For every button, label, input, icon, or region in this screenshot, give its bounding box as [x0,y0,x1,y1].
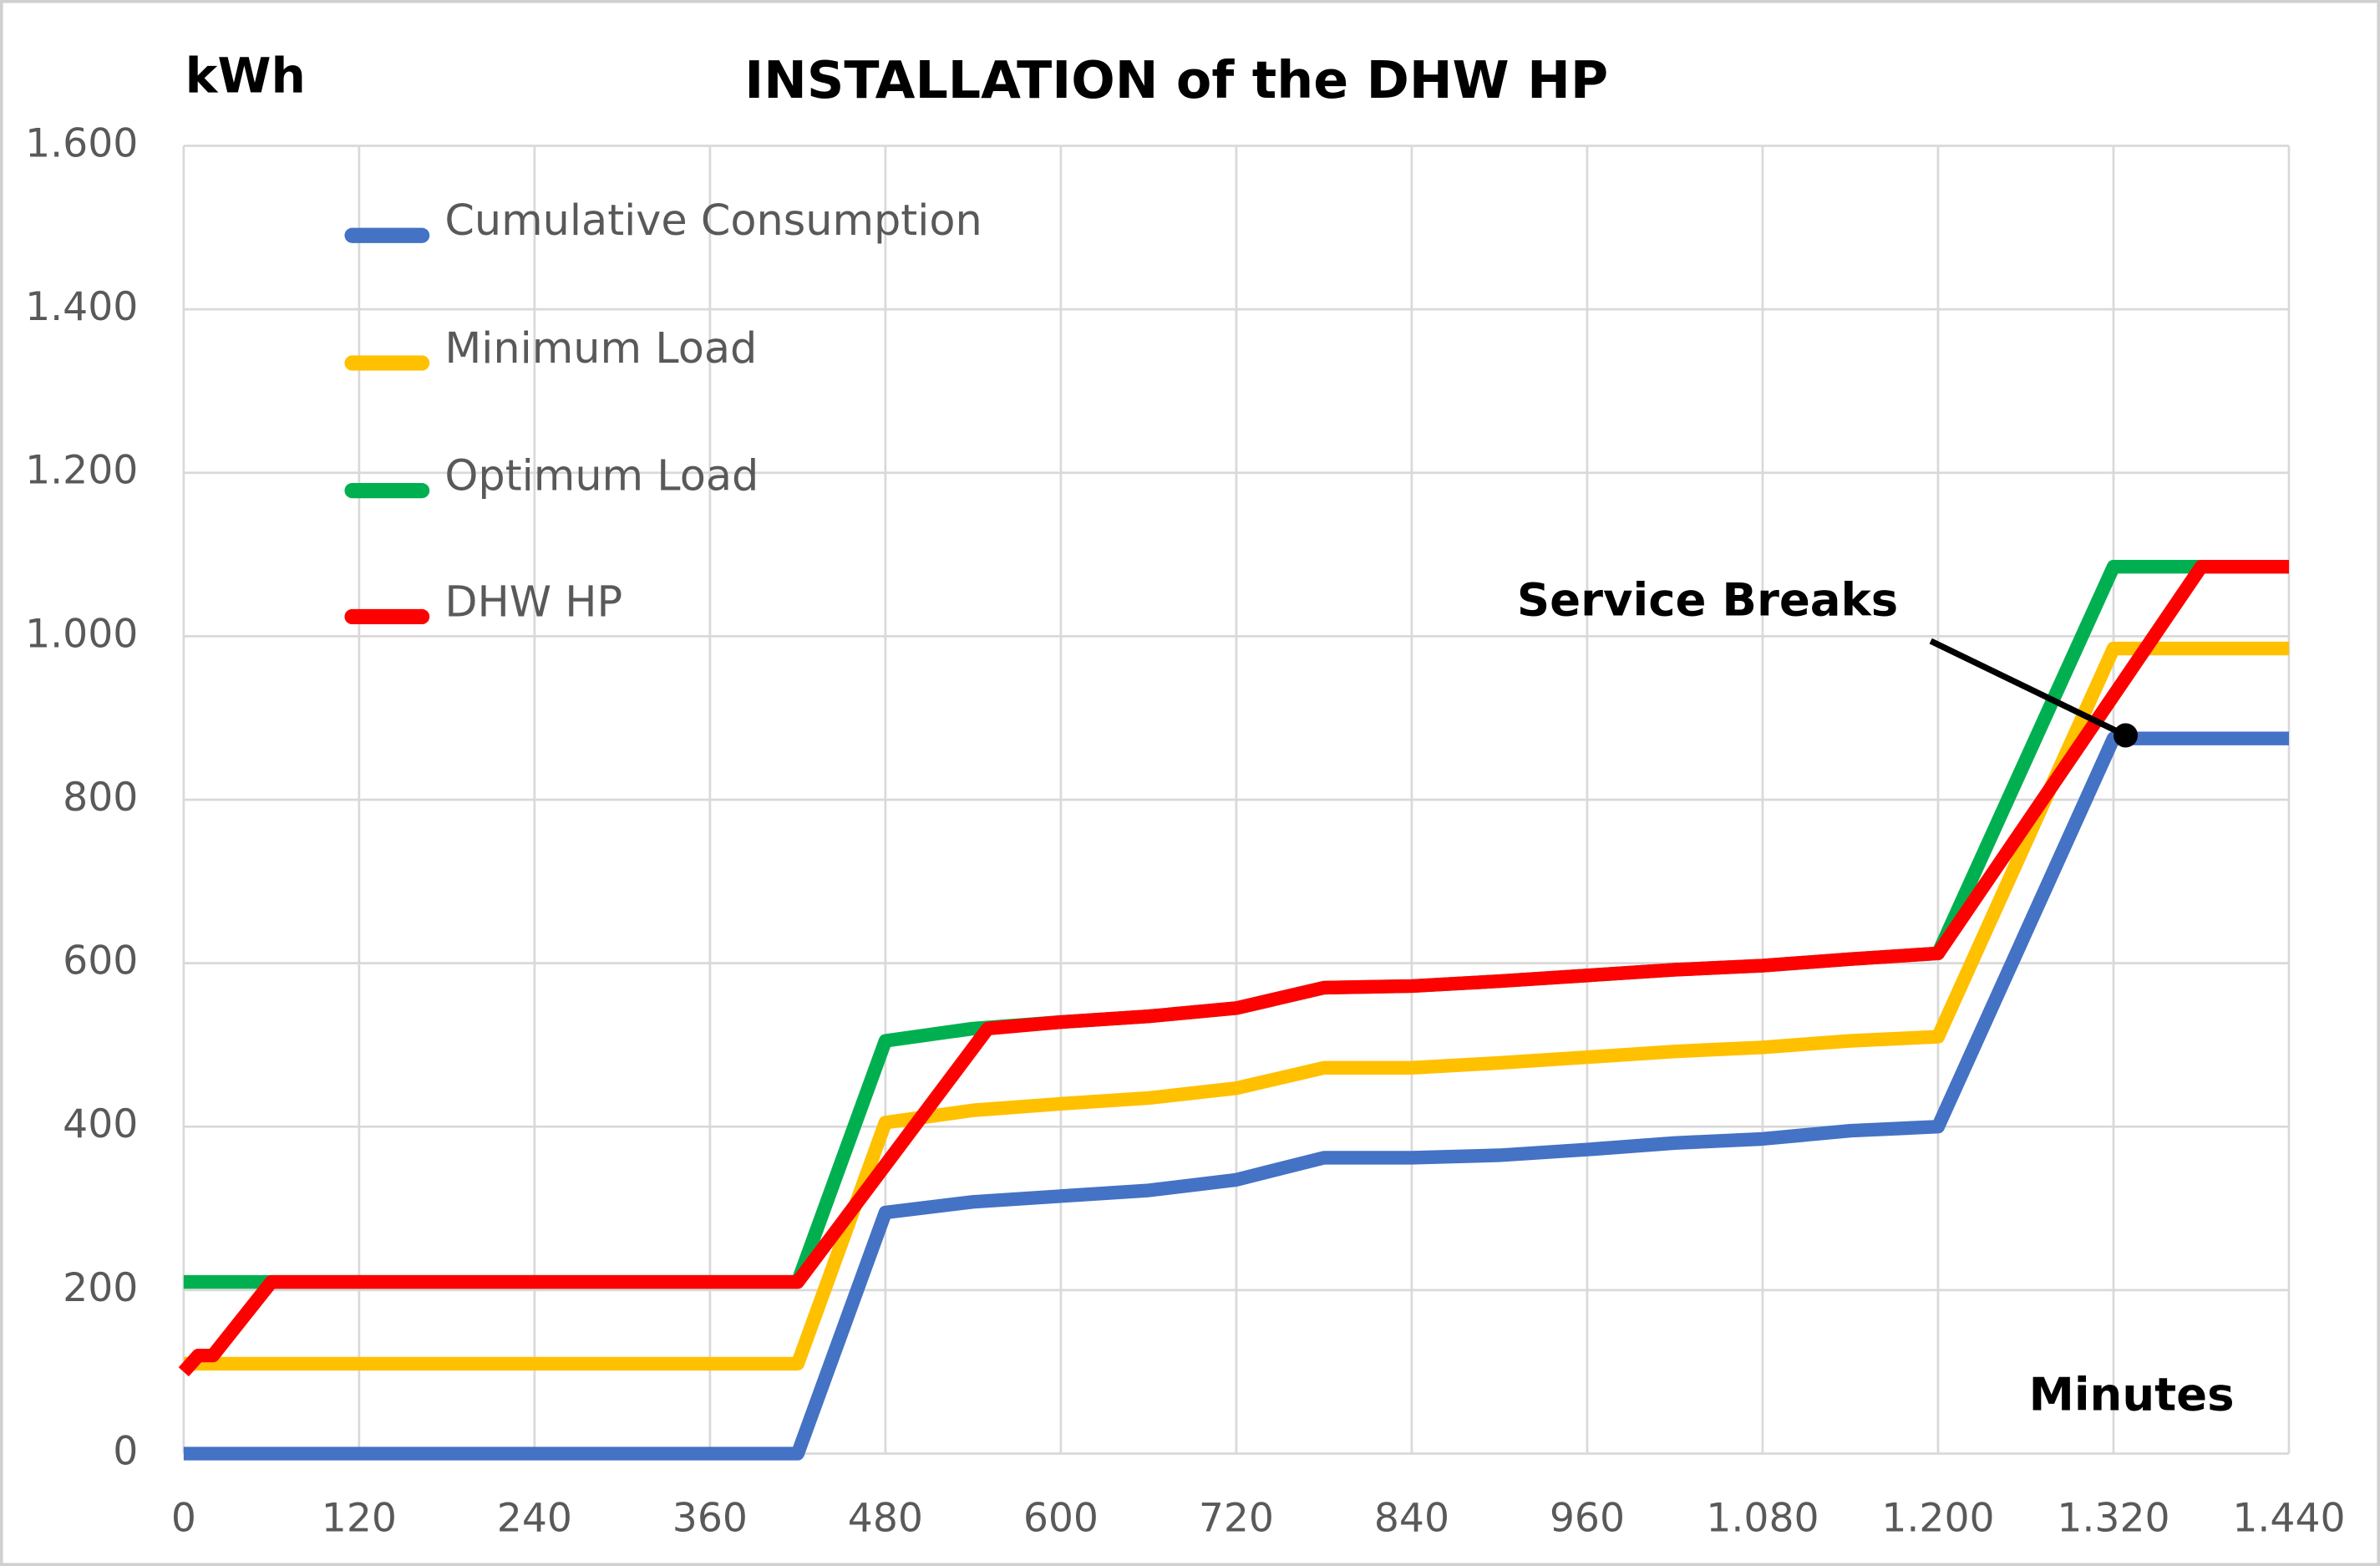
x-tick-label: 1.200 [1881,1495,1994,1541]
legend-label: DHW HP [444,577,622,626]
y-tick-label: 1.400 [25,284,138,330]
x-tick-label: 360 [672,1495,748,1541]
x-tick-label: 1.320 [2057,1495,2169,1541]
y-axis-label: kWh [185,48,306,104]
y-tick-label: 0 [113,1428,138,1474]
legend-label: Minimum Load [444,323,757,373]
y-tick-label: 600 [63,938,138,984]
y-tick-label: 1.600 [25,120,138,166]
overlay: Cumulative Consumption Minimum Load Optimu… [344,196,2139,748]
y-tick-label: 1.200 [25,448,138,494]
series-line [178,560,2289,1377]
grid: 0 200 400 600 800 1.000 1.200 1.400 1.600 0 120 240… [25,120,2346,1541]
y-tick-label: 800 [63,775,138,821]
x-tick-label: 240 [497,1495,572,1541]
x-tick-label: 720 [1199,1495,1274,1541]
x-tick-label: 0 [171,1495,196,1541]
x-tick-label: 1.080 [1706,1495,1819,1541]
x-tick-label: 960 [1550,1495,1625,1541]
lines [178,560,2289,1461]
legend-label: Cumulative Consumption [444,196,982,245]
y-tick-label: 200 [63,1265,138,1311]
x-tick-label: 480 [848,1495,923,1541]
x-tick-label: 840 [1374,1495,1449,1541]
annotation-point [2113,723,2139,748]
chart-title: INSTALLATION of the DHW HP [744,50,1608,110]
legend-label: Optimum Load [444,451,759,501]
annotation-arrow [1929,638,2128,739]
annotation: Service Breaks [1517,573,1898,627]
series-line [183,641,2289,1371]
x-tick-label: 120 [322,1495,397,1541]
x-tick-label: 600 [1023,1495,1099,1541]
x-axis-label: Minutes [2029,1367,2235,1421]
y-tick-label: 1.000 [25,611,138,657]
x-tick-label: 1.440 [2232,1495,2345,1541]
series-line [183,731,2289,1461]
y-tick-label: 400 [63,1101,138,1147]
